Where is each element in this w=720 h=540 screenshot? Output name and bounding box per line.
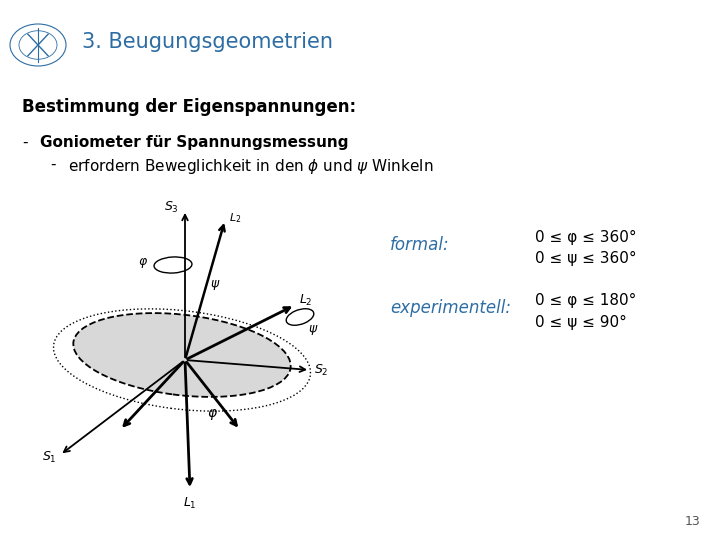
Text: 0 ≤ ψ ≤ 90°: 0 ≤ ψ ≤ 90° xyxy=(535,314,627,329)
Text: 0 ≤ ψ ≤ 360°: 0 ≤ ψ ≤ 360° xyxy=(535,251,636,266)
Text: $S_3$: $S_3$ xyxy=(164,200,179,215)
Text: $L_2$: $L_2$ xyxy=(299,293,312,308)
Text: $\psi$: $\psi$ xyxy=(210,278,220,292)
Text: $\psi$: $\psi$ xyxy=(308,323,318,337)
Text: $S_1$: $S_1$ xyxy=(42,450,56,465)
Ellipse shape xyxy=(73,313,291,397)
Text: 0 ≤ φ ≤ 180°: 0 ≤ φ ≤ 180° xyxy=(535,293,636,307)
Text: Bestimmung der Eigenspannungen:: Bestimmung der Eigenspannungen: xyxy=(22,98,356,116)
Text: $S_2$: $S_2$ xyxy=(314,362,328,377)
Text: $\varphi$: $\varphi$ xyxy=(207,408,218,422)
Text: $L_1$: $L_1$ xyxy=(183,495,197,510)
Text: experimentell:: experimentell: xyxy=(390,299,511,317)
Text: Goniometer für Spannungsmessung: Goniometer für Spannungsmessung xyxy=(40,135,348,150)
Text: $L_2$: $L_2$ xyxy=(229,212,241,225)
Text: -: - xyxy=(22,135,27,150)
Text: erfordern Beweglichkeit in den $\phi$ und $\psi$ Winkeln: erfordern Beweglichkeit in den $\phi$ un… xyxy=(68,157,433,176)
Text: formal:: formal: xyxy=(390,236,449,254)
Text: 0 ≤ φ ≤ 360°: 0 ≤ φ ≤ 360° xyxy=(535,230,636,245)
Text: 3. Beugungsgeometrien: 3. Beugungsgeometrien xyxy=(82,32,333,52)
Text: 13: 13 xyxy=(684,515,700,528)
Text: $\varphi$: $\varphi$ xyxy=(138,256,148,270)
Text: -: - xyxy=(50,157,55,172)
